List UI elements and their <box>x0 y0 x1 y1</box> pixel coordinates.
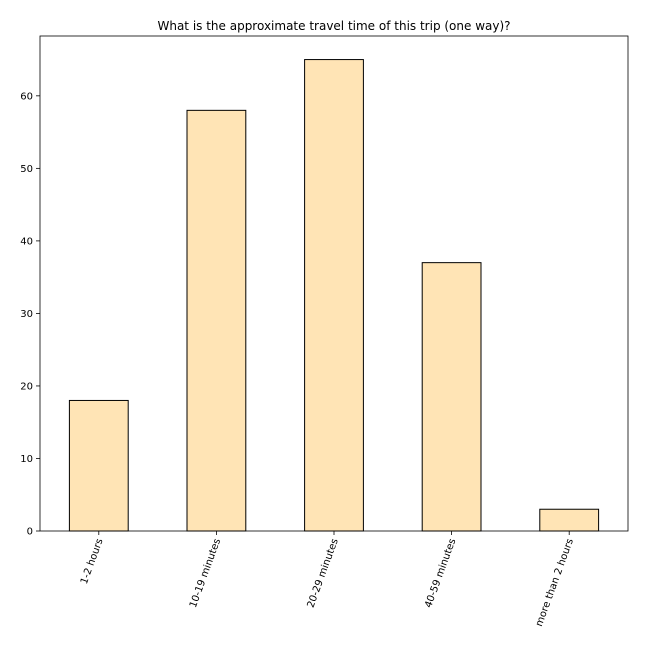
y-tick-label-0: 0 <box>27 527 33 538</box>
x-tick-label-0: 1-2 hours <box>79 537 106 586</box>
y-tick-label-6: 60 <box>20 91 33 102</box>
x-axis: 1-2 hours 10-19 minutes 20-29 minutes 40-59… <box>79 531 576 628</box>
y-tick-label-2: 20 <box>20 381 33 392</box>
y-tick-label-4: 40 <box>20 236 33 247</box>
bar-0 <box>68 399 129 532</box>
y-tick-label-3: 30 <box>20 309 33 320</box>
y-tick-label-1: 10 <box>20 454 33 465</box>
plot-area-frame <box>39 35 629 532</box>
x-tick-label-3: 40-59 minutes <box>423 537 458 609</box>
y-axis: 0 10 20 30 40 50 60 <box>20 91 40 538</box>
x-tick-label-1: 10-19 minutes <box>188 537 223 609</box>
x-tick-label-2: 20-29 minutes <box>306 537 341 609</box>
chart-title: What is the approximate travel time of t… <box>157 19 510 33</box>
bar-1 <box>186 109 247 532</box>
bar-4 <box>539 508 600 532</box>
y-tick-label-5: 50 <box>20 164 33 175</box>
x-tick-label-4: more than 2 hours <box>534 537 576 628</box>
bar-2 <box>304 59 364 532</box>
bar-3 <box>421 262 482 532</box>
bars-group <box>68 59 600 532</box>
